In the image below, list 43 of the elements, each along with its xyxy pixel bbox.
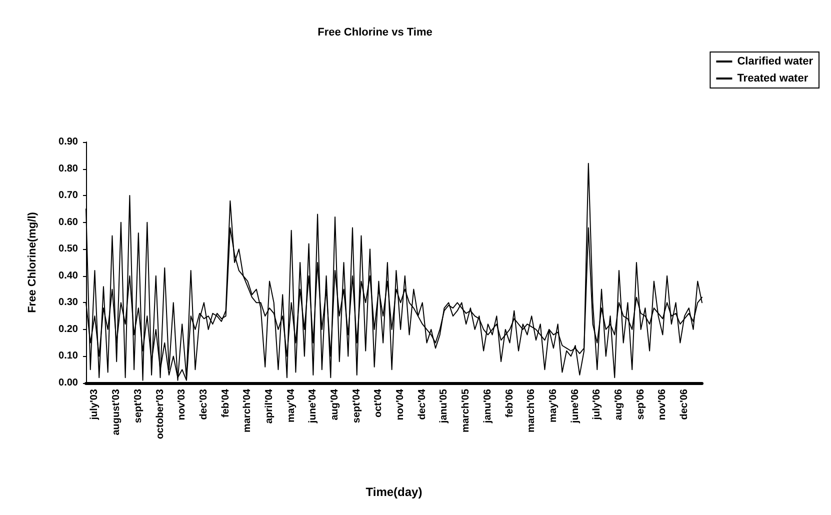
x-tick-label: feb'06	[504, 388, 516, 418]
x-tick-label: janu'05	[438, 388, 450, 424]
y-tick-label: 0.60	[58, 216, 78, 228]
x-tick-label: may'06	[548, 388, 559, 423]
chart-title: Free Chlorine vs Time	[318, 26, 432, 38]
x-tick-label: aug'04	[330, 388, 341, 420]
x-tick-label: dec'06	[679, 388, 690, 420]
x-tick-label: sep'06	[635, 388, 646, 420]
y-axis-title: Free Chlorine(mg/l)	[26, 212, 38, 313]
x-tick-label: dec'04	[416, 388, 428, 420]
x-tick-label: june'06	[570, 388, 581, 424]
x-tick-label: nov'04	[395, 388, 406, 420]
legend-label: Clarified water	[737, 56, 814, 68]
x-tick-label: janu'06	[482, 388, 494, 424]
x-tick-label: oct'04	[373, 388, 384, 418]
x-tick-label: aug'06	[613, 388, 624, 420]
x-axis-title: Time(day)	[366, 485, 422, 499]
x-tick-label: march'05	[460, 388, 472, 433]
x-tick-label: march'04	[242, 388, 254, 433]
x-tick-label: june'04	[308, 388, 319, 424]
y-tick-label: 0.30	[58, 297, 78, 308]
x-tick-label: april'04	[264, 388, 275, 424]
x-tick-label: feb'04	[220, 388, 232, 418]
x-tick-label: dec'03	[198, 388, 210, 420]
x-tick-label: august'03	[111, 388, 122, 436]
x-tick-label: july'06	[592, 388, 603, 421]
x-tick-label: october'03	[154, 388, 166, 440]
y-tick-label: 0.40	[58, 270, 78, 282]
x-tick-label: march'06	[526, 388, 538, 433]
legend-label: Treated water	[737, 72, 809, 84]
y-tick-label: 0.20	[58, 324, 78, 335]
x-tick-label: sept'04	[351, 388, 362, 424]
x-tick-label: may'04	[286, 388, 297, 423]
y-tick-label: 0.80	[58, 163, 78, 174]
x-tick-label: july'03	[89, 388, 100, 421]
x-tick-label: nov'03	[176, 388, 188, 420]
x-tick-label: sept'03	[132, 388, 144, 424]
x-tick-label: nov'06	[657, 388, 668, 420]
y-tick-label: 0.50	[58, 244, 78, 255]
y-tick-label: 0.90	[58, 136, 78, 148]
y-tick-label: 0.00	[58, 378, 78, 388]
y-tick-label: 0.70	[58, 190, 78, 202]
y-tick-label: 0.10	[58, 350, 78, 362]
